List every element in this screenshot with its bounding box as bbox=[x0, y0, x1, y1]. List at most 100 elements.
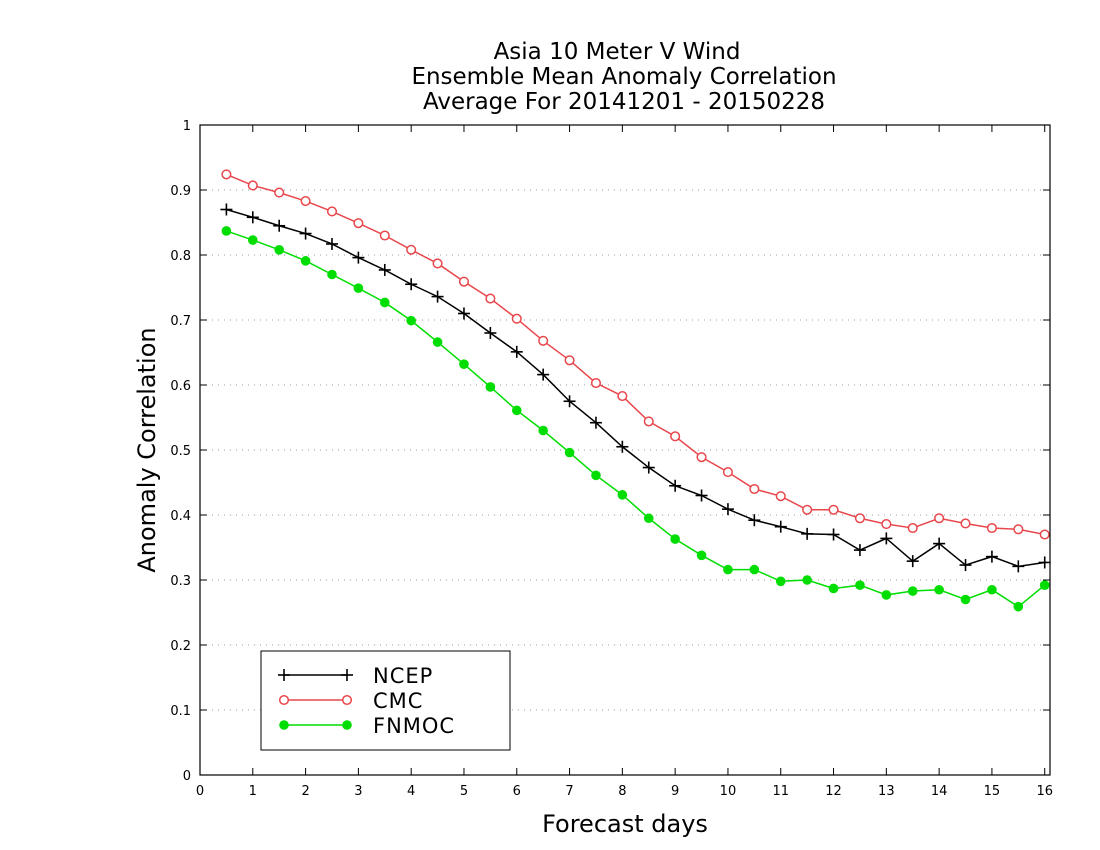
data-point-fnmoc bbox=[1039, 580, 1050, 590]
data-point-fnmoc bbox=[617, 490, 628, 500]
y-tick-label: 0.1 bbox=[170, 704, 191, 719]
y-tick-label: 0.5 bbox=[170, 444, 191, 459]
x-tick-label: 5 bbox=[460, 784, 468, 799]
data-point-fnmoc bbox=[591, 470, 601, 481]
data-point-ncep bbox=[933, 537, 946, 550]
data-point-cmc bbox=[696, 452, 707, 463]
series-line-fnmoc bbox=[226, 230, 1046, 608]
series-fnmoc bbox=[221, 226, 1050, 612]
data-point-cmc bbox=[670, 431, 681, 442]
data-point-fnmoc bbox=[564, 447, 575, 458]
data-point-cmc bbox=[722, 467, 734, 478]
legend-marker-cmc bbox=[278, 694, 290, 706]
x-tick-label: 1 bbox=[249, 784, 257, 799]
x-tick-label: 8 bbox=[618, 784, 626, 799]
data-point-ncep bbox=[457, 307, 470, 320]
data-point-fnmoc bbox=[353, 283, 364, 293]
x-tick-label: 4 bbox=[407, 784, 415, 799]
legend-marker-fnmoc bbox=[279, 720, 289, 730]
data-point-ncep bbox=[378, 263, 391, 276]
data-point-fnmoc bbox=[485, 382, 496, 392]
data-point-ncep bbox=[1012, 560, 1025, 573]
data-point-fnmoc bbox=[247, 235, 258, 245]
legend-marker-fnmoc bbox=[342, 720, 352, 730]
data-point-ncep bbox=[246, 211, 259, 224]
data-point-ncep bbox=[695, 489, 708, 502]
data-point-fnmoc bbox=[670, 534, 680, 544]
x-tick-label: 13 bbox=[878, 784, 895, 799]
data-point-ncep bbox=[431, 290, 444, 303]
data-point-fnmoc bbox=[775, 576, 786, 587]
data-point-cmc bbox=[1039, 529, 1050, 540]
data-point-cmc bbox=[1013, 524, 1024, 535]
data-point-fnmoc bbox=[221, 226, 232, 236]
axis-ticks: 00.10.20.30.40.50.60.70.80.910 1 2 3 4 5 6 7 8 9 1… bbox=[170, 119, 1053, 799]
data-point-fnmoc bbox=[907, 586, 918, 596]
data-point-cmc bbox=[934, 513, 945, 524]
data-point-ncep bbox=[801, 527, 814, 540]
x-axis-label: Forecast days bbox=[542, 810, 708, 838]
chart-title-line-3: Average For 20141201 - 20150228 bbox=[423, 89, 825, 115]
data-point-ncep bbox=[1038, 556, 1051, 569]
data-point-ncep bbox=[352, 251, 365, 264]
x-tick-label: 7 bbox=[565, 784, 573, 799]
data-point-cmc bbox=[353, 218, 364, 229]
data-point-fnmoc bbox=[696, 550, 707, 561]
data-point-cmc bbox=[274, 187, 285, 198]
data-point-ncep bbox=[880, 532, 893, 545]
y-tick-label: 0.3 bbox=[170, 574, 191, 589]
data-point-fnmoc bbox=[459, 359, 469, 370]
data-point-fnmoc bbox=[643, 513, 654, 524]
data-point-ncep bbox=[325, 237, 338, 250]
data-point-fnmoc bbox=[274, 245, 284, 255]
data-point-fnmoc bbox=[749, 564, 760, 575]
data-point-cmc bbox=[432, 258, 443, 269]
y-tick-label: 0.7 bbox=[170, 314, 191, 329]
legend-label-ncep: NCEP bbox=[373, 664, 433, 688]
x-tick-label: 16 bbox=[1036, 784, 1053, 799]
data-point-cmc bbox=[617, 391, 628, 402]
data-point-ncep bbox=[299, 227, 312, 240]
y-tick-label: 0 bbox=[183, 769, 191, 784]
data-point-ncep bbox=[959, 559, 972, 572]
data-point-fnmoc bbox=[881, 590, 892, 600]
y-axis-label: Anomaly Correlation bbox=[133, 327, 161, 572]
data-point-fnmoc bbox=[538, 425, 548, 436]
data-point-fnmoc bbox=[379, 297, 390, 308]
data-point-fnmoc bbox=[987, 584, 997, 595]
legend-entry-cmc: CMC bbox=[278, 689, 422, 713]
data-point-ncep bbox=[273, 219, 286, 232]
data-point-ncep bbox=[405, 278, 418, 291]
data-point-cmc bbox=[590, 378, 602, 389]
x-tick-label: 14 bbox=[931, 784, 948, 799]
x-tick-label: 15 bbox=[984, 784, 1001, 799]
data-point-ncep bbox=[589, 416, 602, 429]
y-tick-label: 0.4 bbox=[170, 509, 191, 524]
data-point-ncep bbox=[774, 520, 787, 533]
data-point-cmc bbox=[828, 504, 839, 515]
data-point-cmc bbox=[511, 313, 522, 324]
data-point-ncep bbox=[220, 203, 233, 216]
x-tick-label: 2 bbox=[301, 784, 309, 799]
data-point-cmc bbox=[485, 293, 496, 304]
y-tick-label: 0.9 bbox=[170, 184, 191, 199]
data-point-cmc bbox=[960, 518, 971, 529]
series-line-cmc bbox=[226, 173, 1045, 536]
data-point-cmc bbox=[802, 504, 813, 515]
data-point-ncep bbox=[537, 368, 550, 381]
data-point-cmc bbox=[538, 335, 549, 346]
x-tick-label: 10 bbox=[720, 784, 737, 799]
x-tick-label: 0 bbox=[196, 784, 204, 799]
data-point-ncep bbox=[721, 503, 734, 516]
series-layer bbox=[220, 169, 1051, 612]
data-point-cmc bbox=[854, 513, 865, 524]
y-tick-label: 0.6 bbox=[170, 379, 191, 394]
data-point-ncep bbox=[563, 395, 576, 408]
y-tick-label: 0.8 bbox=[170, 249, 191, 264]
x-tick-label: 11 bbox=[772, 784, 789, 799]
data-point-ncep bbox=[669, 479, 682, 492]
legend-marker-ncep bbox=[341, 669, 353, 681]
data-point-ncep bbox=[985, 550, 998, 563]
